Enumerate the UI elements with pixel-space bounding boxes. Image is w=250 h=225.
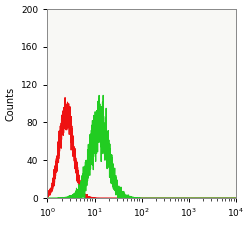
Y-axis label: Counts: Counts (6, 86, 16, 121)
